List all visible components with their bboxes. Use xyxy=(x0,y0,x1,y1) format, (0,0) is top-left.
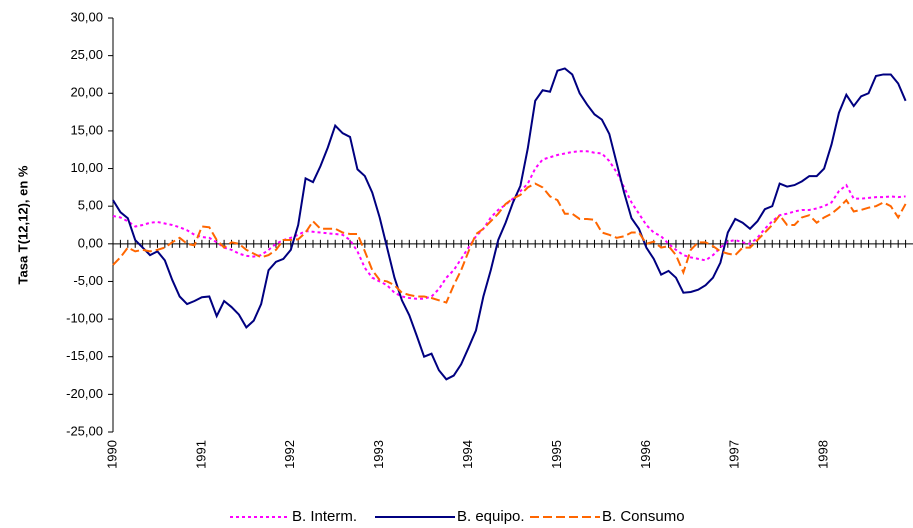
series-line xyxy=(112,182,907,304)
y-tick-label: 30,00 xyxy=(70,9,103,24)
y-tick-label: -10,00 xyxy=(66,311,103,326)
x-tick-label: 1994 xyxy=(460,440,475,469)
x-tick-label: 1991 xyxy=(193,440,208,469)
y-tick-label: -5,00 xyxy=(73,273,103,288)
y-tick-label: 15,00 xyxy=(70,122,103,137)
legend-label: B. equipo. xyxy=(457,508,525,525)
series-line xyxy=(112,67,907,381)
x-tick-label: 1996 xyxy=(638,440,653,469)
y-tick-label: 5,00 xyxy=(78,198,103,213)
x-tick-label: 1997 xyxy=(727,440,742,469)
y-tick-label: -15,00 xyxy=(66,348,103,363)
x-tick-label: 1993 xyxy=(371,440,386,469)
y-tick-label: 0,00 xyxy=(78,235,103,250)
x-tick-label: 1995 xyxy=(549,440,564,469)
legend-label: B. Consumo xyxy=(602,508,685,525)
y-tick-label: 20,00 xyxy=(70,85,103,100)
x-tick-label: 1992 xyxy=(282,440,297,469)
y-tick-label: 10,00 xyxy=(70,160,103,175)
y-tick-label: -25,00 xyxy=(66,423,103,438)
y-tick-label: 25,00 xyxy=(70,47,103,62)
y-axis-label: Tasa T(12,12), en % xyxy=(15,165,30,284)
y-tick-label: -20,00 xyxy=(66,386,103,401)
legend-label: B. Interm. xyxy=(292,508,357,525)
x-tick-label: 1998 xyxy=(816,440,831,469)
x-tick-label: 1990 xyxy=(104,440,119,469)
